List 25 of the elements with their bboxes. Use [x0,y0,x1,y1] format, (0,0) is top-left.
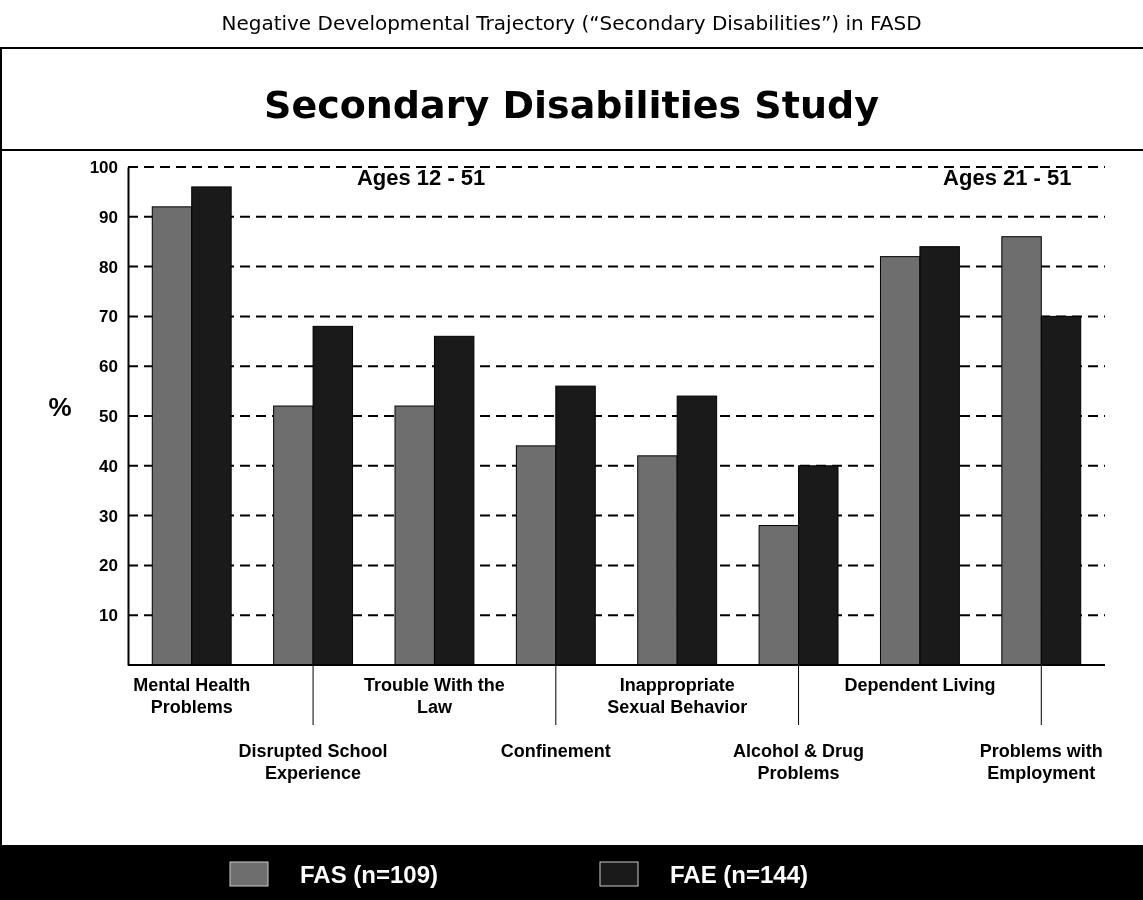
legend-label: FAS (n=109) [300,861,439,888]
x-tick-label: Confinement [500,741,611,761]
chart-subtitle: Negative Developmental Trajectory (“Secondary Disabilities”) in FASD [221,11,922,35]
y-tick-label: 70 [99,307,118,327]
y-tick-label: 20 [99,556,118,576]
y-tick-label: 80 [99,257,118,277]
chart-title: Secondary Disabilities Study [264,83,880,127]
y-tick-label: 40 [99,456,118,476]
legend-label: FAE (n=144) [670,861,809,888]
y-tick-label: 60 [99,357,118,377]
x-tick-label: Dependent Living [844,675,996,695]
y-tick-label: 10 [99,606,118,626]
x-tick-label: Disrupted School Experience [238,741,388,783]
x-tick-label: Problems with Employment [979,741,1103,783]
x-tick-label: Trouble With the Law [364,675,505,717]
y-tick-label: 100 [89,157,118,177]
x-tick-label: Mental Health Problems [133,675,251,717]
y-axis-title: % [48,392,72,422]
y-tick-label: 50 [99,406,118,426]
annotation: Ages 12 - 51 [356,165,486,190]
x-tick-label: Inappropriate Sexual Behavior [607,675,748,717]
x-tick-label: Alcohol & Drug Problems [733,741,865,783]
y-tick-label: 30 [99,506,118,526]
y-tick-label: 90 [99,207,118,227]
annotation: Ages 21 - 51 [943,165,1072,190]
